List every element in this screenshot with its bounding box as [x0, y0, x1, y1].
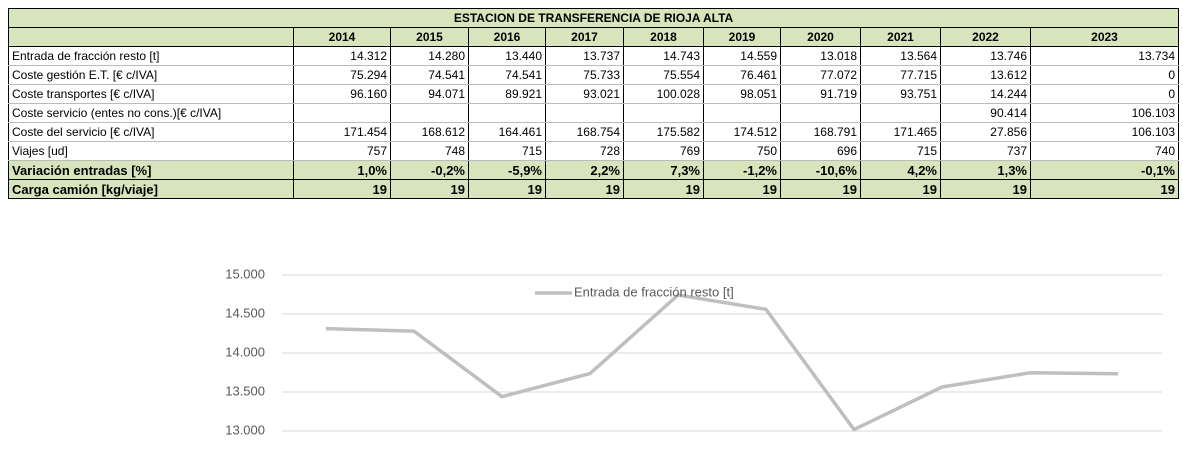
value-cell: 737: [940, 141, 1031, 161]
value-cell: -5,9%: [468, 160, 546, 180]
year-header: 2023: [1030, 27, 1179, 47]
value-cell: -10,6%: [780, 160, 861, 180]
table-row: Viajes [ud] 757 748 715 728 769 750 696 715 737 74…: [8, 141, 1179, 161]
table-row: Coste servicio (entes no cons.)[€ c/IVA]…: [8, 103, 1179, 123]
value-cell: 164.461: [468, 122, 546, 142]
value-cell: 74.541: [390, 65, 469, 85]
row-label: Coste servicio (entes no cons.)[€ c/IVA]: [8, 103, 294, 123]
value-cell: 728: [545, 141, 624, 161]
value-cell: 19: [390, 179, 469, 199]
y-tick-label: 14.500: [225, 305, 265, 320]
value-cell: 19: [1030, 179, 1179, 199]
value-cell: 19: [293, 179, 391, 199]
value-cell: 19: [623, 179, 704, 199]
year-header: 2020: [780, 27, 861, 47]
value-cell: 748: [390, 141, 469, 161]
value-cell: 2,2%: [545, 160, 624, 180]
value-cell: 168.754: [545, 122, 624, 142]
year-header: 2015: [390, 27, 469, 47]
value-cell: 19: [780, 179, 861, 199]
table-row: Variación entradas [%] 1,0% -0,2% -5,9% 2,2%…: [8, 160, 1179, 180]
value-cell: 19: [940, 179, 1031, 199]
table-row: Entrada de fracción resto [t] 14.312 14.28…: [8, 46, 1179, 66]
y-tick-label: 15.000: [225, 266, 265, 281]
value-cell: 740: [1030, 141, 1179, 161]
table-row: Coste transportes [€ c/IVA] 96.160 94.071 8…: [8, 84, 1179, 104]
value-cell: 14.244: [940, 84, 1031, 104]
table-row: Coste gestión E.T. [€ c/IVA] 75.294 74.541…: [8, 65, 1179, 85]
year-header: 2021: [860, 27, 941, 47]
y-tick-label: 14.000: [225, 344, 265, 359]
row-label: Carga camión [kg/viaje]: [8, 179, 294, 199]
data-line: [325, 293, 1119, 432]
legend-label: Entrada de fracción resto [t]: [574, 284, 734, 299]
row-label: Variación entradas [%]: [8, 160, 294, 180]
value-cell: 19: [860, 179, 941, 199]
value-cell: 13.018: [780, 46, 861, 66]
data-table: ESTACION DE TRANSFERENCIA DE RIOJA ALTA …: [8, 8, 1179, 199]
value-cell: 14.312: [293, 46, 391, 66]
value-cell: 19: [545, 179, 624, 199]
value-cell: 7,3%: [623, 160, 704, 180]
value-cell: 106.103: [1030, 122, 1179, 142]
value-cell: 4,2%: [860, 160, 941, 180]
value-cell: 96.160: [293, 84, 391, 104]
table-row: Carga camión [kg/viaje] 19 19 19 19 19 19 19 19 1…: [8, 179, 1179, 199]
value-cell: 77.072: [780, 65, 861, 85]
value-cell: 1,0%: [293, 160, 391, 180]
value-cell: 75.294: [293, 65, 391, 85]
y-tick-label: 13.000: [225, 422, 265, 437]
value-cell: 19: [703, 179, 781, 199]
value-cell: 174.512: [703, 122, 781, 142]
value-cell: 168.791: [780, 122, 861, 142]
table-row: Coste del servicio [€ c/IVA] 171.454 168.6…: [8, 122, 1179, 142]
value-cell: -0,2%: [390, 160, 469, 180]
value-cell: -1,2%: [703, 160, 781, 180]
value-cell: 13.734: [1030, 46, 1179, 66]
table-title: ESTACION DE TRANSFERENCIA DE RIOJA ALTA: [8, 8, 1179, 28]
value-cell: 90.414: [940, 103, 1031, 123]
value-cell: 75.554: [623, 65, 704, 85]
value-cell: 1,3%: [940, 160, 1031, 180]
y-tick-label: 13.500: [225, 383, 265, 398]
row-label: Entrada de fracción resto [t]: [8, 46, 294, 66]
